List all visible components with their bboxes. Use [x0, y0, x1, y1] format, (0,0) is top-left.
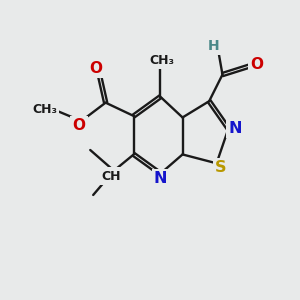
Text: CH: CH — [102, 169, 121, 182]
Text: H: H — [208, 39, 219, 53]
Text: CH₃: CH₃ — [149, 54, 174, 67]
Text: N: N — [154, 172, 167, 187]
Text: N: N — [228, 121, 242, 136]
Text: O: O — [89, 61, 102, 76]
Text: CH₃: CH₃ — [32, 103, 57, 116]
Text: O: O — [250, 57, 263, 72]
Text: O: O — [73, 118, 85, 133]
Text: S: S — [215, 160, 227, 175]
